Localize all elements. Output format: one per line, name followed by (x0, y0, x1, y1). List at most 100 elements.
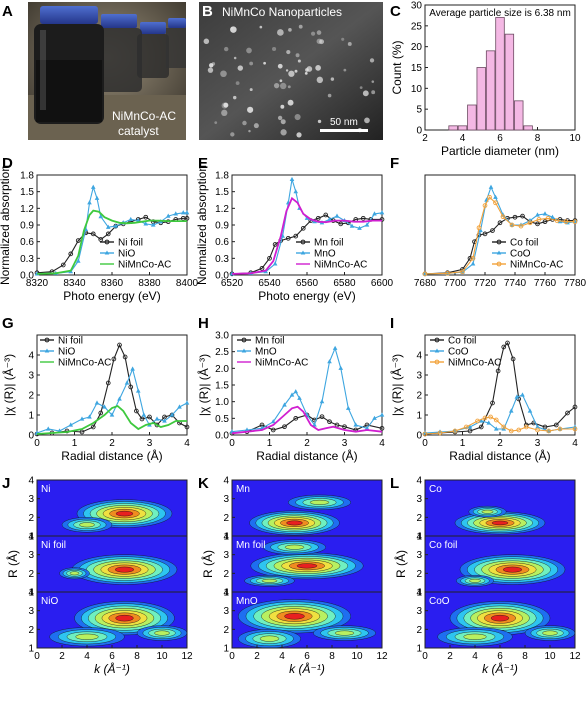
data-point (379, 210, 385, 215)
wavelet-contours (61, 499, 173, 533)
y-tick-label: 1 (416, 588, 422, 599)
wavelet-contours (59, 554, 178, 585)
x-tick-label: 6580 (333, 278, 356, 289)
x-tick-label: 4 (460, 133, 466, 144)
series-line (424, 416, 575, 435)
nanoparticle-dot (230, 26, 234, 30)
data-point (495, 368, 501, 374)
wavelet-contours (249, 494, 351, 536)
panel-label: E (198, 155, 208, 172)
nanoparticle-dot (316, 30, 322, 35)
y-tick-label: 0 (416, 126, 422, 137)
data-point (79, 416, 85, 421)
y-tick-label: 2 (416, 625, 422, 636)
y-tick-label: 1.0 (215, 397, 229, 408)
contour-level (284, 544, 305, 550)
data-point (487, 194, 492, 200)
data-point (332, 345, 338, 350)
nanoparticle-dot (330, 77, 335, 81)
y-tick-label: 1.5 (215, 187, 229, 198)
nanoparticle-dot (316, 38, 322, 44)
data-point (323, 212, 329, 218)
data-point (542, 211, 548, 216)
x-tick-label: 6600 (371, 278, 394, 289)
data-point (165, 213, 171, 218)
nanoparticle-dot (287, 99, 294, 106)
data-point (134, 408, 139, 414)
y-tick-label: 0.9 (215, 221, 229, 232)
nanoparticle-dot (296, 132, 302, 138)
data-point (79, 429, 85, 435)
data-point (102, 404, 107, 409)
y-tick-label: 3 (416, 606, 422, 617)
data-point (467, 424, 473, 429)
data-point (550, 214, 555, 219)
series-line (424, 341, 576, 435)
data-point (135, 388, 141, 393)
data-point (512, 214, 518, 220)
x-tick-label: 6 (109, 651, 115, 662)
data-point (124, 380, 130, 385)
legend-marker (434, 337, 440, 343)
wavelet-contours (456, 554, 566, 587)
nanoparticle-dot (316, 76, 324, 84)
x-tick-label: 10 (156, 651, 168, 662)
series-line (36, 404, 187, 435)
nanoparticle-dot (343, 68, 347, 72)
data-point (113, 223, 119, 228)
histogram-bar (448, 125, 458, 131)
nanoparticle-dot (208, 63, 214, 68)
data-point (422, 271, 428, 277)
x-tick-label: 1 (267, 438, 273, 449)
data-point (478, 424, 484, 430)
x-tick-label: 7720 (474, 278, 497, 289)
nanoparticle-dot (249, 61, 254, 66)
data-point (334, 213, 340, 218)
nanoparticle-dot (273, 82, 280, 89)
data-point (184, 210, 190, 215)
y-tick-label: 2 (28, 513, 34, 524)
y-tick-label: 2 (223, 513, 229, 524)
y-tick-label: 1 (223, 644, 229, 655)
nanoparticle-dot (362, 90, 369, 97)
x-tick-label: 0 (34, 651, 40, 662)
data-point (345, 405, 351, 410)
x-tick-label: 6 (497, 651, 503, 662)
x-tick-label: 12 (569, 651, 581, 662)
data-point (364, 425, 370, 430)
nanoparticle-dot (327, 93, 332, 98)
data-point (516, 396, 522, 402)
series-line (36, 209, 187, 275)
data-point (90, 231, 96, 237)
series-line (36, 343, 188, 435)
y-tick-label: 1 (28, 411, 34, 422)
data-point (379, 412, 385, 417)
legend-label: Mn foil (314, 238, 343, 249)
data-point (177, 404, 182, 409)
x-tick-label: 8320 (26, 278, 49, 289)
y-tick-label: 4 (223, 476, 229, 487)
data-point (535, 221, 540, 227)
data-point (470, 255, 476, 261)
data-point (372, 415, 377, 420)
data-point (501, 424, 507, 430)
y-tick-label: 2 (223, 625, 229, 636)
nanoparticle-dot (369, 58, 375, 63)
legend-label: CoO (510, 249, 531, 260)
data-point (516, 427, 522, 433)
panel-label: K (198, 475, 209, 492)
data-point (98, 410, 104, 416)
y-tick-label: 4 (28, 351, 34, 362)
contour-level (284, 613, 305, 620)
nanoparticle-dot (246, 47, 252, 54)
data-point (493, 417, 499, 423)
y-tick-label: 3 (223, 606, 229, 617)
legend-label: MnO (255, 347, 277, 358)
data-point (478, 227, 483, 233)
data-point (135, 217, 141, 223)
contour-level (115, 614, 134, 622)
data-point (111, 356, 117, 362)
